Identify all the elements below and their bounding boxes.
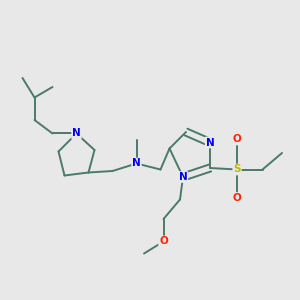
- Text: O: O: [232, 193, 242, 203]
- Text: N: N: [178, 172, 188, 182]
- Text: O: O: [232, 134, 242, 145]
- Text: N: N: [72, 128, 81, 139]
- Text: O: O: [159, 236, 168, 247]
- Text: N: N: [206, 137, 214, 148]
- Text: N: N: [132, 158, 141, 169]
- Text: S: S: [233, 164, 241, 175]
